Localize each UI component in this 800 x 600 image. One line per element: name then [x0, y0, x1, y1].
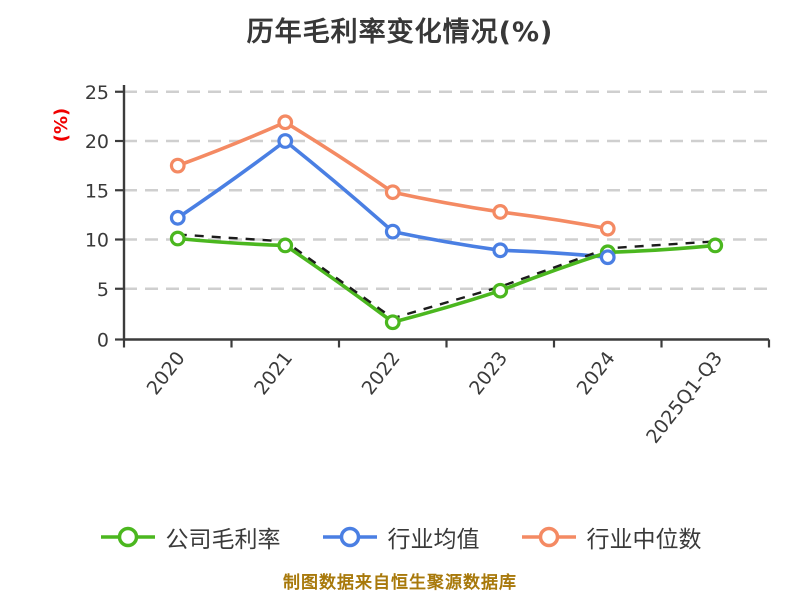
chart-title: 历年毛利率变化情况(%) — [246, 17, 554, 48]
gridlines — [124, 90, 769, 290]
x-tick-label: 2021 — [250, 348, 297, 400]
legend-item-industry-median: 行业中位数 — [520, 520, 702, 554]
series-line-公司毛利率 — [175, 236, 718, 325]
series-line-行业中位数 — [175, 120, 610, 231]
x-tick-labels: 2020 2021 2022 2023 2024 2025Q1-Q3 — [122, 339, 771, 448]
x-tick-label: 2025Q1-Q3 — [642, 348, 727, 448]
legend-item-company: 公司毛利率 — [99, 520, 281, 554]
legend: 公司毛利率 行业均值 行业中位数 — [0, 520, 800, 554]
line-circle-marker-icon — [100, 526, 155, 548]
y-tick-label: 5 — [97, 279, 109, 301]
y-tick-label: 15 — [85, 180, 109, 202]
line-circle-marker-icon — [322, 526, 377, 548]
x-tick-label: 2022 — [358, 348, 405, 400]
series-markers-行业中位数 — [169, 114, 616, 237]
series-markers-行业均值 — [169, 133, 616, 266]
y-tick-label: 25 — [85, 82, 109, 104]
series-markers-公司毛利率 — [169, 230, 724, 331]
legend-item-industry-avg: 行业均值 — [321, 520, 480, 554]
y-tick-label: 20 — [85, 131, 109, 153]
x-tick-label: 2024 — [573, 348, 620, 400]
y-tick-labels: 0 5 10 15 20 25 — [85, 82, 124, 352]
x-tick-label: 2023 — [465, 348, 512, 400]
legend-label-industry-avg: 行业均值 — [387, 527, 480, 553]
y-tick-label: 10 — [85, 230, 109, 252]
line-circle-marker-icon — [521, 526, 576, 548]
legend-label-industry-median: 行业中位数 — [586, 527, 702, 553]
y-tick-label: 0 — [97, 330, 109, 352]
company-dashed-overlay — [177, 233, 716, 320]
legend-label-company: 公司毛利率 — [165, 527, 281, 553]
x-tick-label: 2020 — [143, 348, 190, 400]
data-source-note: 制图数据来自恒生聚源数据库 — [283, 573, 517, 593]
